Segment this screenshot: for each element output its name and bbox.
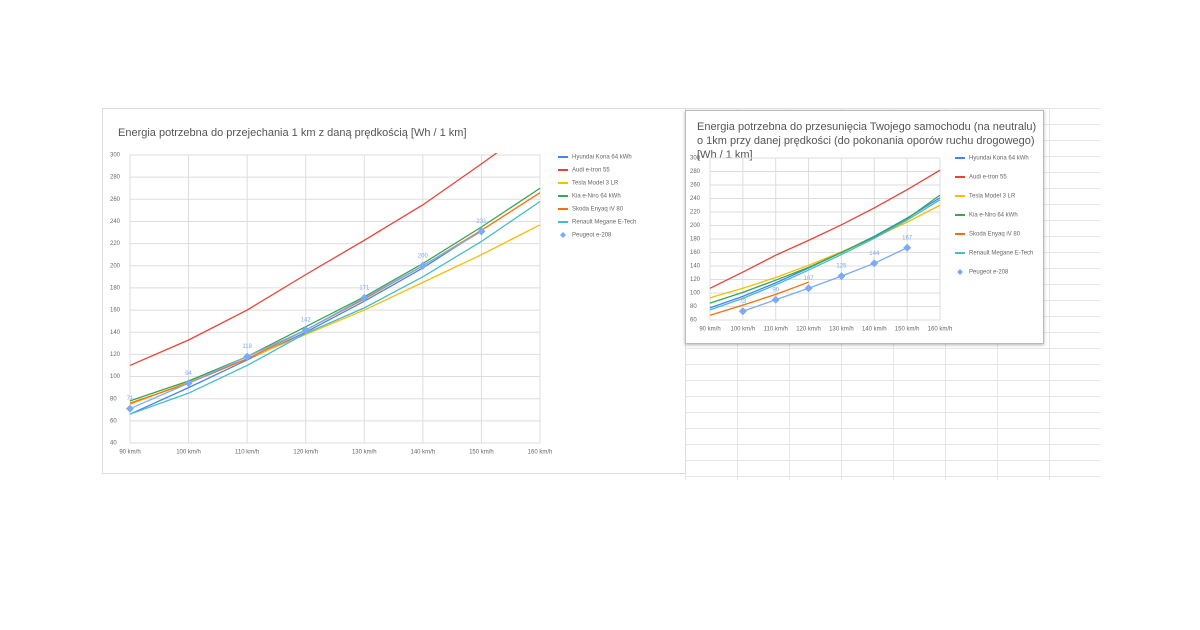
series-line bbox=[742, 247, 908, 312]
series-line bbox=[709, 281, 809, 316]
data-point bbox=[418, 261, 427, 270]
y-tick-label: 60 bbox=[690, 318, 697, 324]
data-label: 125 bbox=[836, 264, 847, 270]
y-tick-label: 300 bbox=[110, 153, 121, 159]
y-tick-label: 300 bbox=[690, 156, 701, 162]
y-tick-label: 200 bbox=[110, 263, 121, 269]
x-tick-label: 160 km/h bbox=[528, 450, 553, 456]
legend-label: Peugeot e-208 bbox=[572, 233, 612, 239]
legend-label: Skoda Enyaq iV 80 bbox=[969, 232, 1021, 238]
y-tick-label: 140 bbox=[690, 264, 701, 270]
chart-title: Energia potrzebna do przejechania 1 km z… bbox=[118, 127, 467, 139]
y-tick-label: 280 bbox=[110, 175, 121, 181]
y-tick-label: 180 bbox=[110, 286, 121, 292]
data-point bbox=[126, 404, 134, 413]
series-line bbox=[709, 169, 941, 289]
data-label: 90 bbox=[772, 287, 779, 293]
y-tick-label: 100 bbox=[690, 291, 701, 297]
series-line bbox=[129, 153, 498, 367]
legend-label: Tesla Model 3 LR bbox=[572, 181, 619, 187]
legend-label: Hyundai Kona 64 kWh bbox=[572, 155, 632, 161]
x-tick-label: 90 km/h bbox=[119, 450, 140, 456]
data-label: 118 bbox=[242, 344, 252, 350]
legend-label: Kia e-Niro 64 kWh bbox=[969, 213, 1018, 219]
x-tick-label: 160 km/h bbox=[928, 327, 953, 333]
data-label: 142 bbox=[301, 318, 312, 324]
x-tick-label: 140 km/h bbox=[411, 450, 436, 456]
x-tick-label: 120 km/h bbox=[796, 327, 821, 333]
data-point bbox=[738, 307, 747, 316]
series-line bbox=[129, 200, 541, 415]
data-label: 171 bbox=[359, 285, 370, 291]
x-tick-label: 120 km/h bbox=[293, 450, 318, 456]
x-tick-label: 150 km/h bbox=[895, 327, 920, 333]
y-tick-label: 80 bbox=[110, 396, 117, 402]
y-tick-label: 260 bbox=[110, 197, 121, 203]
x-tick-label: 90 km/h bbox=[699, 327, 720, 333]
y-tick-label: 200 bbox=[690, 223, 701, 229]
legend-label: Audi e-tron 55 bbox=[969, 175, 1007, 181]
legend-swatch bbox=[560, 232, 566, 238]
y-tick-label: 160 bbox=[690, 250, 701, 256]
data-label: 94 bbox=[185, 371, 192, 377]
x-tick-label: 110 km/h bbox=[764, 327, 788, 333]
x-tick-label: 130 km/h bbox=[829, 327, 854, 333]
series-line bbox=[709, 204, 941, 299]
x-tick-label: 140 km/h bbox=[862, 327, 887, 333]
data-point bbox=[184, 379, 193, 388]
legend-swatch bbox=[957, 269, 963, 275]
series-line bbox=[709, 194, 941, 304]
data-point bbox=[837, 272, 846, 281]
legend-label: Renault Megane E-Tech bbox=[969, 251, 1033, 257]
x-tick-label: 100 km/h bbox=[731, 327, 756, 333]
y-tick-label: 120 bbox=[690, 277, 701, 283]
y-tick-label: 60 bbox=[110, 418, 117, 424]
data-label: 167 bbox=[902, 235, 913, 241]
y-tick-label: 220 bbox=[110, 241, 121, 247]
legend-label: Hyundai Kona 64 kWh bbox=[969, 156, 1029, 162]
legend-label: Audi e-tron 55 bbox=[572, 168, 610, 174]
y-tick-label: 100 bbox=[110, 374, 121, 380]
data-point bbox=[804, 284, 813, 293]
series-line bbox=[709, 199, 941, 311]
x-tick-label: 110 km/h bbox=[235, 450, 259, 456]
y-tick-label: 120 bbox=[110, 352, 121, 358]
y-tick-label: 280 bbox=[690, 169, 701, 175]
data-label: 144 bbox=[869, 251, 880, 257]
data-point bbox=[771, 295, 780, 304]
data-label: 200 bbox=[418, 253, 429, 259]
legend-label: Renault Megane E-Tech bbox=[572, 220, 636, 226]
x-tick-label: 100 km/h bbox=[176, 450, 201, 456]
y-tick-label: 260 bbox=[690, 183, 701, 189]
legend-label: Peugeot e-208 bbox=[969, 270, 1009, 276]
legend-label: Skoda Enyaq iV 80 bbox=[572, 207, 624, 213]
x-tick-label: 130 km/h bbox=[352, 450, 377, 456]
y-tick-label: 160 bbox=[110, 308, 121, 314]
data-point bbox=[870, 259, 879, 268]
y-tick-label: 220 bbox=[690, 210, 701, 216]
data-point bbox=[360, 293, 369, 302]
legend-label: Kia e-Niro 64 kWh bbox=[572, 194, 621, 200]
y-tick-label: 240 bbox=[690, 196, 701, 202]
legend-label: Tesla Model 3 LR bbox=[969, 194, 1016, 200]
data-label: 71 bbox=[127, 396, 134, 402]
data-point bbox=[301, 326, 310, 335]
data-label: 231 bbox=[476, 219, 487, 225]
y-tick-label: 140 bbox=[110, 330, 121, 336]
y-tick-label: 40 bbox=[110, 441, 117, 447]
y-tick-label: 240 bbox=[110, 219, 121, 225]
x-tick-label: 150 km/h bbox=[469, 450, 494, 456]
data-point bbox=[903, 243, 912, 252]
y-tick-label: 180 bbox=[690, 237, 701, 243]
data-point bbox=[243, 352, 252, 361]
series-line bbox=[129, 187, 541, 402]
data-label: 73 bbox=[740, 299, 747, 305]
data-point bbox=[477, 227, 486, 236]
y-tick-label: 80 bbox=[690, 304, 697, 310]
chart-card bbox=[102, 108, 686, 474]
data-label: 107 bbox=[804, 276, 815, 282]
